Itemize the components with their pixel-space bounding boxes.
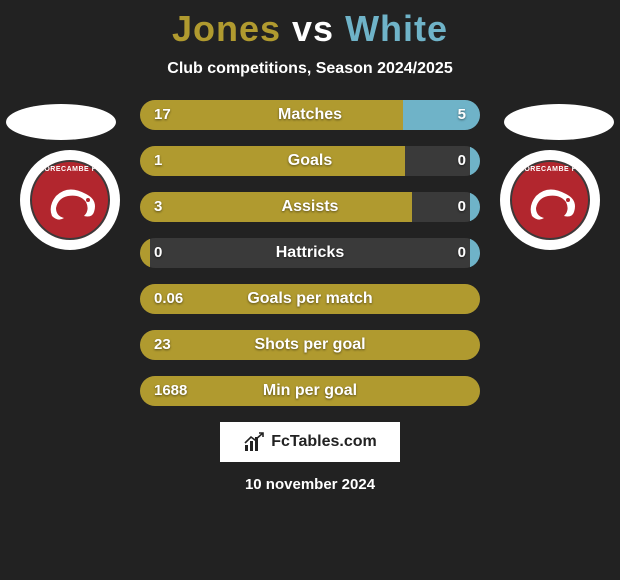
player2-halo <box>504 104 614 140</box>
crest-shield-icon: MORECAMBE FC <box>507 157 593 243</box>
season-subtitle: Club competitions, Season 2024/2025 <box>0 60 620 78</box>
stat-label: Goals per match <box>140 284 480 314</box>
content-area: MORECAMBE FC MORECAMBE FC 175Matches 10Go… <box>0 100 620 406</box>
player1-halo <box>6 104 116 140</box>
player1-name: Jones <box>172 8 281 49</box>
stat-label: Shots per goal <box>140 330 480 360</box>
stat-label: Goals <box>140 146 480 176</box>
stat-row: 0.06Goals per match <box>140 284 480 314</box>
stat-row: 1688Min per goal <box>140 376 480 406</box>
stat-label: Hattricks <box>140 238 480 268</box>
chart-rising-icon <box>243 431 265 453</box>
stat-row: 30Assists <box>140 192 480 222</box>
crest-club-name: MORECAMBE FC <box>30 166 110 173</box>
snapshot-date: 10 november 2024 <box>0 476 620 493</box>
branding-text: FcTables.com <box>271 433 377 451</box>
stat-label: Min per goal <box>140 376 480 406</box>
stat-label: Matches <box>140 100 480 130</box>
player2-crest: MORECAMBE FC <box>500 150 600 250</box>
shrimp-icon <box>46 186 100 226</box>
stat-row: 00Hattricks <box>140 238 480 268</box>
shrimp-icon <box>526 186 580 226</box>
stat-row: 10Goals <box>140 146 480 176</box>
player1-crest: MORECAMBE FC <box>20 150 120 250</box>
comparison-title: Jones vs White <box>0 0 620 50</box>
stat-row: 23Shots per goal <box>140 330 480 360</box>
crest-shield-icon: MORECAMBE FC <box>27 157 113 243</box>
branding-badge: FcTables.com <box>220 422 400 462</box>
stat-bars: 175Matches 10Goals 30Assists 00Hattricks 0.0… <box>140 100 480 406</box>
stat-label: Assists <box>140 192 480 222</box>
crest-club-name: MORECAMBE FC <box>510 166 590 173</box>
vs-text: vs <box>292 8 334 49</box>
stat-row: 175Matches <box>140 100 480 130</box>
player2-name: White <box>345 8 448 49</box>
